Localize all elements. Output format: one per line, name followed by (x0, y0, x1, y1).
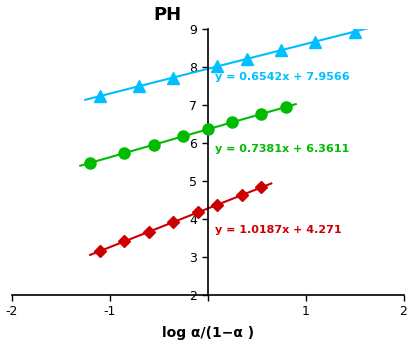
Text: y = 0.7381x + 6.3611: y = 0.7381x + 6.3611 (216, 144, 350, 154)
X-axis label: log α/(1−α ): log α/(1−α ) (161, 326, 254, 340)
Text: y = 0.6542x + 7.9566: y = 0.6542x + 7.9566 (216, 72, 350, 82)
Text: PH: PH (154, 6, 182, 24)
Text: y = 1.0187x + 4.271: y = 1.0187x + 4.271 (216, 225, 342, 235)
